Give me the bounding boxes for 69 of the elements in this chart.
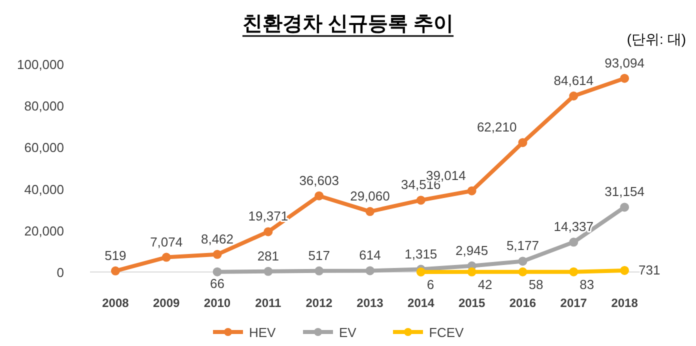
data-label: 31,154 <box>604 184 644 200</box>
point <box>212 267 222 276</box>
x-tick-label: 2012 <box>306 296 333 310</box>
data-label: 36,603 <box>299 172 339 188</box>
point <box>264 266 273 276</box>
point <box>620 202 630 212</box>
data-label: 517 <box>308 248 330 263</box>
data-label: 39,014 <box>426 168 466 183</box>
data-label: 42 <box>478 276 492 292</box>
y-tick-label: 80,000 <box>24 98 64 114</box>
data-label: 281 <box>257 248 280 264</box>
point <box>467 267 476 276</box>
point <box>467 186 476 196</box>
data-label: 14,337 <box>554 219 594 234</box>
data-label: 93,094 <box>604 55 644 70</box>
point <box>620 266 630 275</box>
x-tick-label: 2010 <box>204 296 231 310</box>
x-tick-label: 2011 <box>255 296 282 310</box>
x-tick-label: 2017 <box>560 296 588 310</box>
point <box>620 74 630 83</box>
legend-label: HEV <box>249 325 276 340</box>
point <box>569 267 578 276</box>
x-tick-label: 2015 <box>458 296 486 310</box>
data-label: 62,210 <box>476 120 517 135</box>
data-label: 7,074 <box>150 234 183 250</box>
data-label: 614 <box>359 248 381 263</box>
data-label: 29,060 <box>350 188 390 204</box>
data-label: 519 <box>104 248 126 263</box>
data-label: 66 <box>210 276 225 291</box>
point <box>366 207 374 216</box>
point <box>212 250 222 259</box>
data-label: 58 <box>528 276 544 292</box>
y-tick-label: 60,000 <box>24 140 64 156</box>
point <box>569 238 578 247</box>
x-tick-label: 2016 <box>509 296 536 310</box>
x-tick-label: 2008 <box>102 296 130 310</box>
y-tick-label: 0 <box>56 265 64 280</box>
x-tick-label: 2009 <box>153 296 180 310</box>
legend-label: FCEV <box>429 325 464 340</box>
legend-label: EV <box>339 325 357 340</box>
point <box>264 227 273 236</box>
x-tick-label: 2018 <box>611 296 638 310</box>
chart-title: 친환경차 신규등록 추이 <box>242 13 454 35</box>
point <box>110 266 120 276</box>
y-tick-label: 100,000 <box>17 57 64 72</box>
point <box>416 196 426 205</box>
data-label: 8,462 <box>201 231 234 246</box>
text: (단위: 대) <box>626 31 686 47</box>
point <box>518 267 528 276</box>
data-label: 5,177 <box>506 238 539 254</box>
point <box>569 92 578 101</box>
data-label: 731 <box>638 262 660 278</box>
x-tick-label: 2014 <box>408 296 435 310</box>
x-tick-label: 2013 <box>356 296 384 310</box>
point <box>162 252 171 262</box>
point <box>314 191 324 200</box>
data-label: 84,614 <box>554 73 594 88</box>
point <box>366 266 374 276</box>
point <box>416 267 426 276</box>
data-label: 2,945 <box>456 242 488 258</box>
data-label: 19,371 <box>248 208 288 224</box>
y-tick-label: 40,000 <box>24 182 64 197</box>
point <box>314 266 324 276</box>
data-label: 6 <box>426 276 434 292</box>
data-label: 83 <box>580 276 594 292</box>
y-tick-label: 20,000 <box>24 223 64 238</box>
data-label: 1,315 <box>404 246 438 262</box>
point <box>518 256 528 266</box>
point <box>518 138 528 148</box>
